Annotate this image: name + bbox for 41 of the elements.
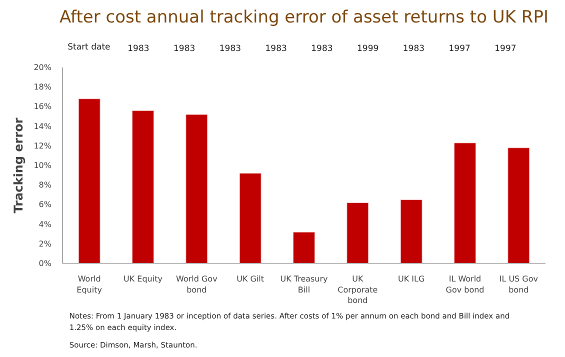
y-tick-label: 18% [34, 82, 52, 92]
x-tick-label: UK Gilt [236, 274, 264, 284]
x-tick-label: IL World Gov bond [446, 274, 484, 294]
text: 1983 [311, 44, 333, 54]
text: 1983 [174, 44, 196, 54]
text: 1983 [219, 44, 242, 54]
y-tick-label: 0% [38, 259, 52, 268]
x-tick-label: UK ILG [398, 274, 425, 284]
bar [78, 98, 100, 264]
bar [239, 173, 262, 264]
y-tick-label: 20% [34, 63, 52, 72]
y-tick-label: 6% [38, 200, 52, 210]
text: 1997 [494, 44, 516, 54]
y-tick-label: 12% [34, 141, 52, 150]
text: 1999 [357, 44, 379, 54]
x-tick-label: UK Treasury Bill [280, 274, 328, 294]
bar [454, 142, 476, 264]
text: 1997 [448, 44, 470, 54]
bar [293, 232, 315, 264]
y-tick-label: 14% [34, 122, 52, 131]
x-tick-label: UK Equity [124, 274, 163, 284]
text: Start date [68, 42, 110, 52]
y-tick-label: 10% [34, 161, 52, 170]
bar [508, 148, 530, 264]
text: 1983 [128, 44, 150, 54]
y-tick-label: 2% [38, 239, 52, 248]
bar [132, 110, 154, 264]
text: 1983 [402, 44, 425, 54]
x-tick-label: World Equity [76, 274, 102, 294]
x-tick-label: IL US Gov bond [499, 274, 538, 294]
chart-title: After cost annual tracking error of asset returns to UK RPI [60, 8, 548, 28]
bar [400, 200, 422, 264]
x-tick-label: World Gov bond [176, 274, 218, 294]
y-tick-label: 4% [38, 220, 52, 229]
text: 1983 [265, 44, 287, 54]
y-axis-title: Tracking error [12, 118, 26, 214]
bar [186, 114, 208, 264]
bar [346, 202, 369, 264]
x-tick-label: UK Corporate bond [338, 274, 378, 306]
y-tick-label: 8% [38, 180, 52, 190]
y-tick-label: 16% [34, 102, 52, 112]
